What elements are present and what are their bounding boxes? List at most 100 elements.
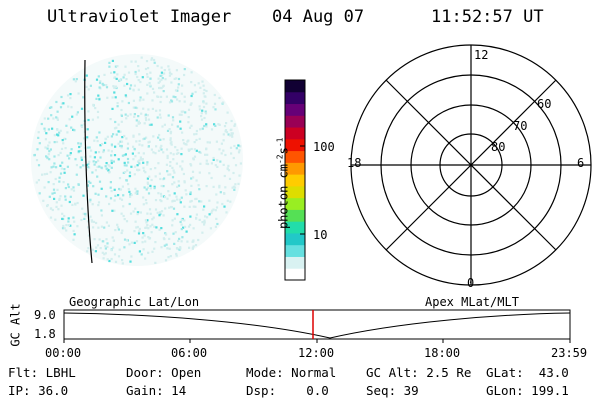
uv-pixel [108,65,111,68]
uv-pixel [128,202,131,206]
uv-pixel [206,141,209,144]
uv-pixel [63,168,66,171]
orbit-right-title: Apex MLat/MLT [425,295,519,309]
uv-pixel [68,200,71,204]
uv-pixel [146,161,149,164]
uv-pixel [164,259,168,262]
uv-pixel [79,142,82,145]
uv-pixel [58,180,61,183]
uv-pixel [138,159,141,162]
uv-pixel [112,239,115,242]
uv-pixel [191,92,194,95]
uv-pixel [201,80,204,83]
uv-pixel [98,238,101,241]
uv-pixel [158,86,161,90]
uv-pixel [82,194,85,197]
uv-pixel [133,84,136,87]
uv-pixel [198,105,201,108]
uv-pixel [205,125,208,128]
uv-pixel [69,195,72,198]
uv-pixel [120,231,123,235]
uv-pixel [115,133,118,136]
uv-pixel [158,133,161,137]
uv-pixel [179,247,182,250]
uv-pixel [144,171,147,174]
uv-pixel [125,137,128,140]
uv-pixel [133,115,136,118]
uv-pixel [153,185,156,188]
uv-pixel [117,194,120,197]
uv-pixel [202,92,205,95]
uv-pixel [189,191,192,194]
uv-pixel [135,119,138,122]
uv-pixel [80,218,83,222]
uv-pixel [114,65,117,68]
uv-pixel [66,94,70,97]
uv-pixel [111,59,114,62]
uv-pixel [160,195,163,198]
uv-pixel [134,220,137,223]
uv-pixel [57,208,60,211]
uv-pixel [158,172,161,175]
uv-pixel [227,164,230,167]
uv-pixel [131,152,134,155]
uv-pixel [109,197,113,200]
uv-pixel [105,162,108,165]
orbit-x-tick-0600: 06:00 [171,346,208,360]
uv-pixel [113,209,116,212]
uv-pixel [109,186,112,189]
uv-pixel [146,182,150,186]
orbit-left-title: Geographic Lat/Lon [69,295,200,309]
lat-label-80: 80 [491,140,506,154]
uv-pixel [133,241,136,244]
uv-pixel [159,116,162,119]
uv-pixel [175,195,178,198]
uv-pixel [199,162,202,165]
uv-pixel [129,87,132,90]
uv-pixel [133,173,136,176]
uv-pixel [176,198,179,201]
uv-pixel [64,198,67,201]
uv-pixel [140,56,143,59]
uv-pixel [195,217,198,220]
uv-pixel [217,123,220,126]
uv-pixel [175,69,178,72]
uv-pixel [113,253,117,256]
uv-pixel [134,187,137,190]
uv-pixel [203,88,206,92]
uv-pixel [86,136,89,139]
uv-pixel [132,99,135,102]
uv-pixel [181,84,184,87]
uv-pixel [153,247,156,250]
uv-pixel [224,153,227,157]
uv-pixel [175,77,178,80]
uv-pixel [199,151,202,154]
uv-pixel [139,158,142,161]
uv-pixel [134,70,137,74]
uv-pixel [110,249,113,252]
uv-pixel [136,213,139,216]
uv-pixel [166,197,169,200]
uv-pixel [205,123,208,126]
uv-pixel [179,220,182,224]
uv-pixel [114,145,117,148]
uv-pixel [235,147,238,150]
uv-pixel [110,159,113,162]
uv-pixel [101,240,104,243]
status-seq: Seq: 39 [366,383,419,398]
uv-pixel [141,241,144,244]
uv-pixel [108,165,111,168]
uv-pixel [142,152,145,155]
orbit-y-tick-9: 9.0 [34,308,56,322]
uv-pixel [126,82,129,86]
uv-pixel [38,142,41,145]
uv-pixel [159,146,162,149]
status-ip: IP: 36.0 [8,383,69,398]
uv-pixel [47,153,50,156]
uv-pixel [204,110,207,113]
uv-pixel [231,132,234,135]
uv-pixel [114,260,118,263]
uv-pixel [113,188,116,191]
uv-pixel [197,184,200,187]
uv-pixel [79,166,82,169]
